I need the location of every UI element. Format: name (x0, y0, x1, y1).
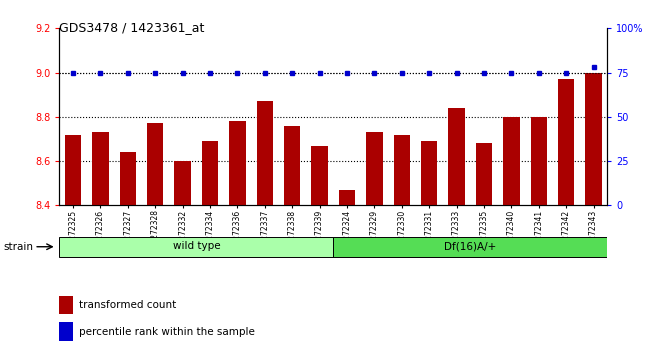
Bar (558, 79, 574, 205)
Bar (59, 296, 73, 314)
Text: wild type: wild type (172, 241, 220, 251)
Text: transformed count: transformed count (79, 300, 176, 310)
Bar (119, 152, 136, 205)
Bar (147, 124, 164, 205)
Text: strain: strain (3, 242, 33, 252)
Bar (312, 145, 328, 205)
Bar (284, 126, 300, 205)
Bar (393, 135, 410, 205)
Bar (421, 141, 438, 205)
Bar (257, 101, 273, 205)
Bar (59, 322, 73, 341)
Bar (366, 132, 383, 205)
Bar (585, 73, 602, 205)
Bar (476, 143, 492, 205)
Bar (339, 190, 355, 205)
Bar (65, 135, 81, 205)
FancyBboxPatch shape (333, 236, 607, 257)
Bar (531, 117, 547, 205)
Bar (174, 161, 191, 205)
Bar (229, 121, 246, 205)
Text: Df(16)A/+: Df(16)A/+ (444, 241, 496, 251)
Bar (202, 141, 218, 205)
Text: percentile rank within the sample: percentile rank within the sample (79, 327, 255, 337)
FancyBboxPatch shape (59, 236, 333, 257)
Bar (92, 132, 109, 205)
Text: GDS3478 / 1423361_at: GDS3478 / 1423361_at (59, 21, 205, 34)
Bar (503, 117, 519, 205)
Bar (448, 108, 465, 205)
